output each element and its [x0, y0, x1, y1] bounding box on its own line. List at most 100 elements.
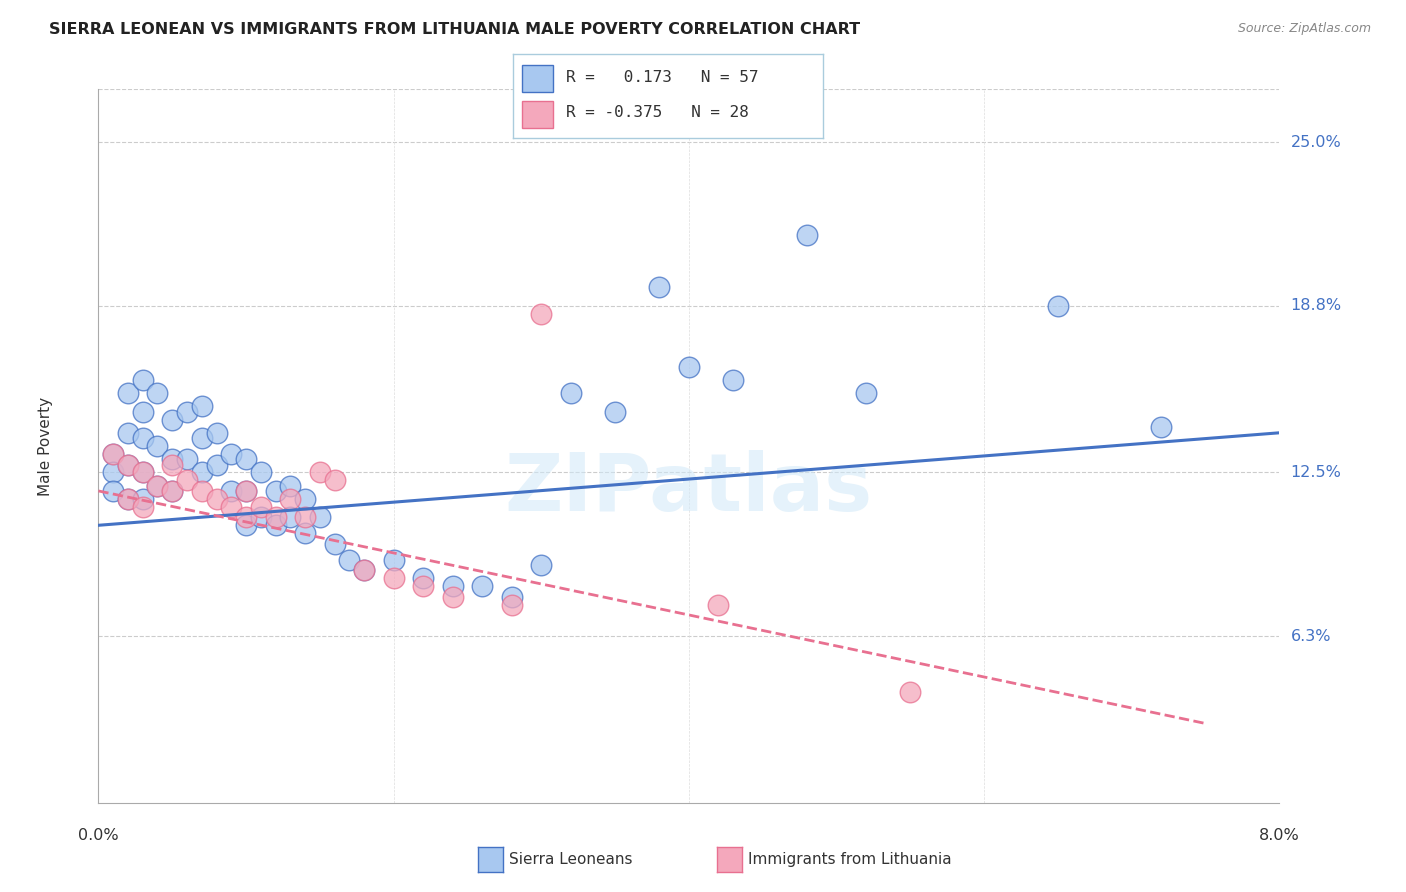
Point — [278, 478, 301, 492]
Point — [353, 563, 375, 577]
Point — [294, 491, 316, 506]
Point — [117, 425, 139, 440]
Point — [176, 452, 198, 467]
Point — [264, 510, 287, 524]
Point — [382, 552, 405, 566]
Point — [191, 466, 214, 480]
Point — [162, 483, 183, 498]
Point — [235, 518, 257, 533]
Point — [132, 500, 155, 514]
Point — [530, 558, 553, 572]
Bar — [523, 101, 554, 128]
Point — [560, 386, 582, 401]
Text: 12.5%: 12.5% — [1291, 465, 1341, 480]
Point — [117, 491, 139, 506]
Bar — [523, 64, 554, 92]
Point — [412, 571, 434, 585]
Point — [132, 491, 155, 506]
Point — [162, 483, 183, 498]
Point — [235, 510, 257, 524]
Point — [337, 552, 360, 566]
Text: Sierra Leoneans: Sierra Leoneans — [509, 853, 633, 867]
Text: 18.8%: 18.8% — [1291, 299, 1341, 313]
Point — [605, 404, 627, 418]
Point — [1046, 299, 1069, 313]
Point — [219, 500, 242, 514]
Point — [191, 431, 214, 445]
Point — [146, 439, 169, 453]
Point — [501, 598, 523, 612]
Point — [294, 526, 316, 541]
Point — [132, 466, 155, 480]
Point — [648, 280, 671, 294]
Point — [898, 685, 921, 699]
Point — [103, 447, 124, 461]
Point — [219, 447, 242, 461]
Point — [412, 579, 434, 593]
Point — [191, 400, 214, 414]
Point — [103, 466, 124, 480]
Text: 25.0%: 25.0% — [1291, 135, 1341, 150]
Text: 8.0%: 8.0% — [1260, 828, 1299, 843]
Point — [235, 483, 257, 498]
Point — [146, 478, 169, 492]
Text: R =   0.173   N = 57: R = 0.173 N = 57 — [565, 70, 758, 85]
Point — [323, 537, 346, 551]
Text: ZIPatlas: ZIPatlas — [505, 450, 873, 528]
Point — [132, 431, 155, 445]
Point — [796, 227, 818, 242]
Point — [132, 404, 155, 418]
Point — [308, 466, 332, 480]
Point — [132, 373, 155, 387]
Point — [250, 510, 273, 524]
Point — [707, 598, 730, 612]
Point — [162, 412, 183, 426]
Point — [382, 571, 405, 585]
Point — [235, 483, 257, 498]
Text: R = -0.375   N = 28: R = -0.375 N = 28 — [565, 105, 748, 120]
Point — [176, 404, 198, 418]
Point — [132, 466, 155, 480]
Point — [205, 458, 228, 472]
Point — [235, 452, 257, 467]
Point — [103, 483, 124, 498]
Point — [323, 474, 346, 488]
Point — [855, 386, 877, 401]
Text: 0.0%: 0.0% — [79, 828, 118, 843]
Point — [176, 474, 198, 488]
Point — [117, 458, 139, 472]
Point — [146, 386, 169, 401]
Point — [146, 478, 169, 492]
Point — [501, 590, 523, 604]
Point — [103, 447, 124, 461]
Point — [530, 307, 553, 321]
Point — [250, 500, 273, 514]
Point — [191, 483, 214, 498]
Point — [264, 518, 287, 533]
Text: 6.3%: 6.3% — [1291, 629, 1331, 644]
Point — [205, 425, 228, 440]
Point — [471, 579, 494, 593]
Point — [162, 458, 183, 472]
Point — [278, 491, 301, 506]
Point — [294, 510, 316, 524]
Point — [162, 452, 183, 467]
Point — [678, 359, 700, 374]
Point — [353, 563, 375, 577]
Point — [205, 491, 228, 506]
Point — [1150, 420, 1173, 434]
Point — [721, 373, 744, 387]
Point — [441, 590, 464, 604]
Point — [264, 483, 287, 498]
Point — [441, 579, 464, 593]
Text: SIERRA LEONEAN VS IMMIGRANTS FROM LITHUANIA MALE POVERTY CORRELATION CHART: SIERRA LEONEAN VS IMMIGRANTS FROM LITHUA… — [49, 22, 860, 37]
Point — [117, 458, 139, 472]
Point — [308, 510, 332, 524]
Text: Male Poverty: Male Poverty — [38, 396, 53, 496]
Text: Immigrants from Lithuania: Immigrants from Lithuania — [748, 853, 952, 867]
Point — [117, 491, 139, 506]
Point — [278, 510, 301, 524]
Point — [219, 483, 242, 498]
Point — [250, 466, 273, 480]
Point — [117, 386, 139, 401]
